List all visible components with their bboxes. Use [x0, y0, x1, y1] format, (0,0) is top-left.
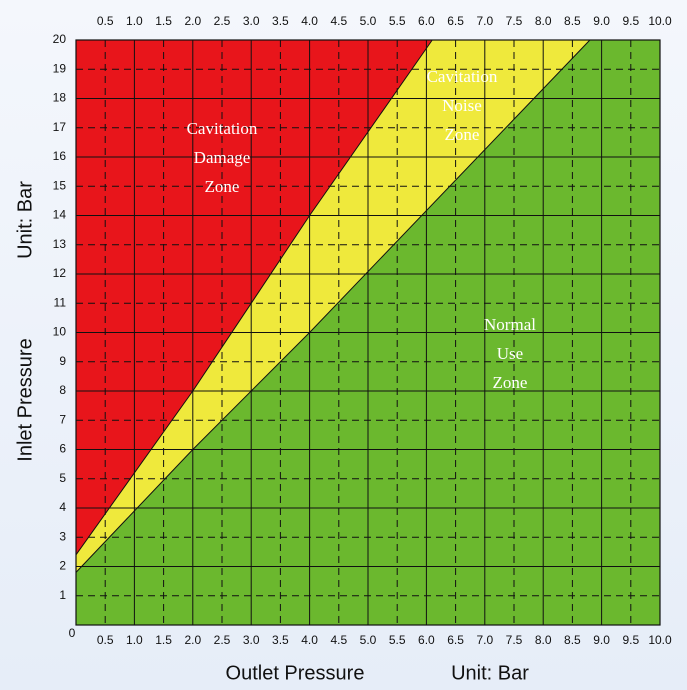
x-tick-label-top: 9.5 — [622, 14, 639, 28]
x-tick-label: 8.0 — [535, 633, 552, 647]
zone-label: Zone — [205, 177, 240, 196]
y-tick-label: 7 — [59, 412, 66, 426]
y-tick-label: 15 — [53, 178, 67, 192]
zone-label: Noise — [442, 96, 482, 115]
zone-label: Cavitation — [427, 67, 498, 86]
y-tick-label: 12 — [53, 266, 67, 280]
x-tick-label-top: 10.0 — [648, 14, 672, 28]
x-tick-label: 4.5 — [330, 633, 347, 647]
y-tick-label: 6 — [59, 442, 66, 456]
x-tick-label: 6.0 — [418, 633, 435, 647]
zone-label: Damage — [194, 148, 251, 167]
y-tick-label: 16 — [53, 149, 67, 163]
x-tick-label: 2.0 — [184, 633, 201, 647]
y-tick-label: 20 — [53, 32, 67, 46]
zone-fill — [76, 40, 590, 573]
y-tick-label: 3 — [59, 529, 66, 543]
zone-fill — [76, 40, 433, 555]
x-tick-label: 9.0 — [593, 633, 610, 647]
x-tick-label: 5.0 — [360, 633, 377, 647]
zone-label: Zone — [445, 125, 480, 144]
x-tick-label-top: 1.0 — [126, 14, 143, 28]
x-tick-label: 5.5 — [389, 633, 406, 647]
y-axis-title: Inlet Pressure — [14, 338, 36, 461]
x-tick-label: 4.0 — [301, 633, 318, 647]
y-axis-unit: Unit: Bar — [14, 181, 36, 259]
x-tick-label: 9.5 — [622, 633, 639, 647]
x-tick-label: 1.0 — [126, 633, 143, 647]
x-tick-label: 3.5 — [272, 633, 289, 647]
y-tick-label: 1 — [59, 588, 66, 602]
x-tick-label-top: 4.5 — [330, 14, 347, 28]
y-tick-label: 9 — [59, 354, 66, 368]
y-tick-label: 13 — [53, 237, 67, 251]
x-axis-title: Outlet Pressure — [226, 662, 365, 684]
y-tick-label: 19 — [53, 61, 67, 75]
x-tick-label-top: 6.0 — [418, 14, 435, 28]
x-tick-label-top: 7.5 — [506, 14, 523, 28]
x-tick-label: 7.5 — [506, 633, 523, 647]
x-tick-label-top: 1.5 — [155, 14, 172, 28]
y-tick-label: 5 — [59, 471, 66, 485]
x-tick-label-top: 2.0 — [184, 14, 201, 28]
x-tick-label: 0 — [69, 626, 76, 640]
zone-boundary — [75, 39, 591, 573]
x-tick-label: 1.5 — [155, 633, 172, 647]
x-tick-label-top: 3.5 — [272, 14, 289, 28]
x-tick-label-top: 5.5 — [389, 14, 406, 28]
y-tick-label: 17 — [53, 120, 67, 134]
x-tick-label-top: 7.0 — [476, 14, 493, 28]
x-tick-label-top: 6.5 — [447, 14, 464, 28]
x-tick-label-top: 4.0 — [301, 14, 318, 28]
x-tick-label: 2.5 — [214, 633, 231, 647]
x-tick-label: 3.0 — [243, 633, 260, 647]
y-tick-label: 18 — [53, 91, 67, 105]
x-tick-label: 8.5 — [564, 633, 581, 647]
x-tick-label: 0.5 — [97, 633, 114, 647]
x-tick-label-top: 3.0 — [243, 14, 260, 28]
y-tick-label: 11 — [54, 295, 67, 309]
x-tick-label: 7.0 — [476, 633, 493, 647]
zone-boundary — [75, 39, 433, 556]
y-tick-label: 14 — [53, 208, 67, 222]
x-tick-label: 10.0 — [648, 633, 672, 647]
y-tick-label: 10 — [53, 325, 67, 339]
zone-label: Use — [497, 344, 523, 363]
zone-label: Normal — [484, 315, 536, 334]
x-tick-label-top: 0.5 — [97, 14, 114, 28]
x-tick-label-top: 8.5 — [564, 14, 581, 28]
x-tick-label-top: 2.5 — [214, 14, 231, 28]
x-tick-label: 6.5 — [447, 633, 464, 647]
plot-frame — [75, 39, 661, 626]
zone-label: Cavitation — [187, 119, 258, 138]
y-tick-label: 8 — [59, 383, 66, 397]
x-tick-label-top: 5.0 — [360, 14, 377, 28]
y-tick-label: 2 — [59, 559, 66, 573]
x-axis-unit: Unit: Bar — [451, 662, 529, 684]
y-tick-label: 4 — [59, 500, 66, 514]
x-tick-label-top: 8.0 — [535, 14, 552, 28]
x-tick-label-top: 9.0 — [593, 14, 610, 28]
zone-label: Zone — [493, 373, 528, 392]
